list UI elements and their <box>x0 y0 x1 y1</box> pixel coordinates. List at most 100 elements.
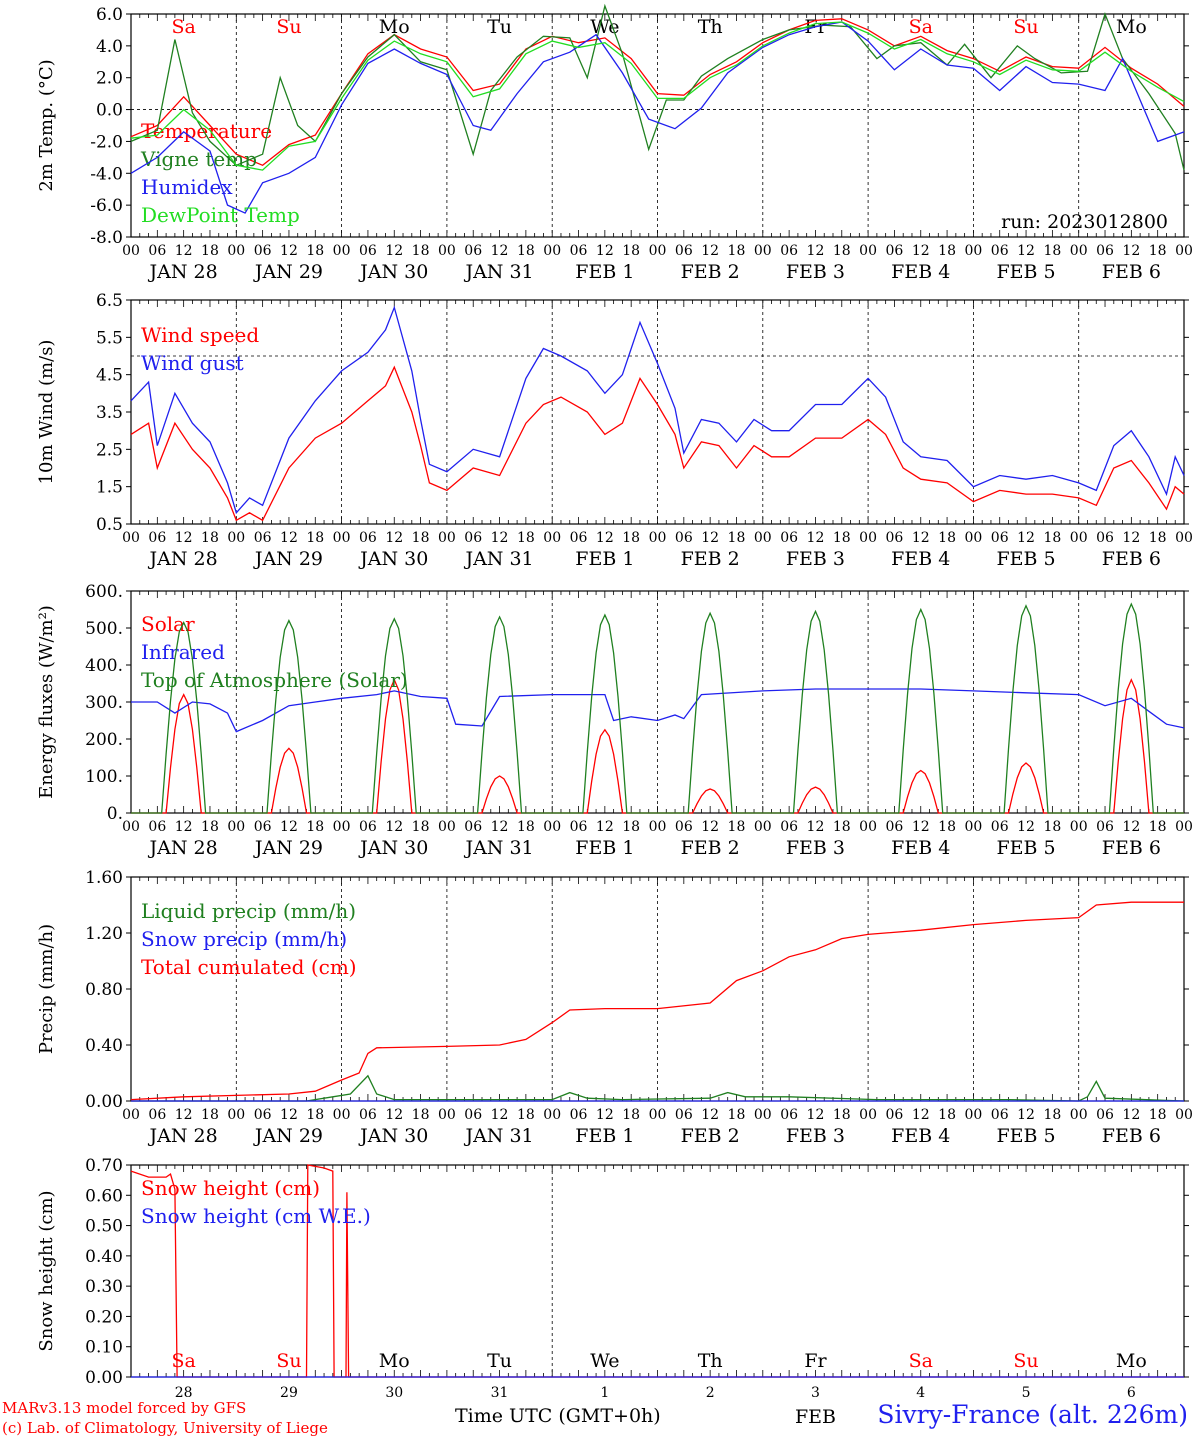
series-line <box>130 3 1185 171</box>
hour-label: 06 <box>991 1107 1009 1123</box>
legend-entry: Solar <box>141 612 195 636</box>
hour-label: 18 <box>306 530 324 546</box>
y-axis-title: 2m Temp. (°C) <box>36 59 57 191</box>
hour-label: 18 <box>1043 819 1061 835</box>
hour-label: 18 <box>1043 530 1061 546</box>
day-number: 1 <box>600 1385 609 1401</box>
hour-label: 00 <box>543 1107 561 1123</box>
hour-label: 00 <box>859 1107 877 1123</box>
date-label: JAN 31 <box>463 837 533 859</box>
hour-label: 12 <box>175 530 193 546</box>
hour-label: 00 <box>649 243 667 259</box>
y-tick-label: 6.0 <box>96 5 123 25</box>
y-tick-label: 0.40 <box>85 1247 123 1267</box>
date-label: FEB 6 <box>1102 837 1161 859</box>
hour-label: 06 <box>359 530 377 546</box>
date-label: JAN 28 <box>148 837 218 859</box>
hour-label: 18 <box>517 243 535 259</box>
hour-label: 12 <box>807 1107 825 1123</box>
weekday-label: Sa <box>171 1350 195 1372</box>
hour-label: 18 <box>728 243 746 259</box>
hour-label: 18 <box>833 243 851 259</box>
hour-label: 18 <box>201 819 219 835</box>
date-label: JAN 29 <box>253 548 323 570</box>
hour-label: 12 <box>175 243 193 259</box>
panel-4: 1.60 1.20 0.80 0.40 0.00 Precip (mm/h) 00 06 12 1… <box>36 868 1193 1147</box>
weekday-label: Th <box>698 16 723 38</box>
hour-label: 12 <box>912 819 930 835</box>
hour-label: 06 <box>148 819 166 835</box>
date-label: FEB 2 <box>681 548 740 570</box>
hour-label: 06 <box>254 1107 272 1123</box>
hour-label: 12 <box>175 1107 193 1123</box>
date-label: FEB 6 <box>1102 261 1161 283</box>
hour-label: 12 <box>1017 1107 1035 1123</box>
hour-label: 06 <box>570 1107 588 1123</box>
hour-label: 18 <box>728 1107 746 1123</box>
y-tick-label: 0.00 <box>85 1368 123 1388</box>
hour-label: 06 <box>991 819 1009 835</box>
date-label: FEB 3 <box>786 261 845 283</box>
date-label: FEB 4 <box>891 1125 950 1147</box>
date-label: FEB 2 <box>681 261 740 283</box>
hour-label: 00 <box>754 243 772 259</box>
plot-frame <box>130 299 1185 525</box>
y-tick-label: 0.60 <box>85 1186 123 1206</box>
date-label: JAN 31 <box>463 548 533 570</box>
series-line <box>131 602 1184 814</box>
hour-label: 06 <box>254 243 272 259</box>
weekday-label: Sa <box>909 16 933 38</box>
hour-label: 00 <box>1175 530 1193 546</box>
day-number: 29 <box>280 1385 298 1401</box>
hour-label: 18 <box>938 1107 956 1123</box>
day-number: 6 <box>1127 1385 1136 1401</box>
hour-label: 18 <box>517 530 535 546</box>
hour-label: 12 <box>385 243 403 259</box>
hour-label: 00 <box>543 530 561 546</box>
hour-label: 18 <box>833 1107 851 1123</box>
hour-label: 18 <box>201 1107 219 1123</box>
hour-label: 18 <box>1043 243 1061 259</box>
legend-entry: Total cumulated (cm) <box>141 955 357 979</box>
run-annotation: run: 2023012800 <box>1001 211 1168 233</box>
legend-entry: Snow precip (mm/h) <box>141 927 347 951</box>
y-axis-title: Precip (mm/h) <box>36 924 57 1054</box>
y-tick-label: 0.80 <box>85 980 123 1000</box>
hour-label: 18 <box>622 530 640 546</box>
hour-label: 00 <box>438 243 456 259</box>
hour-label: 18 <box>201 243 219 259</box>
hour-label: 06 <box>464 243 482 259</box>
series-line <box>131 1074 1185 1102</box>
hour-label: 06 <box>1096 530 1114 546</box>
series-line <box>131 688 1185 733</box>
hour-label: 18 <box>201 530 219 546</box>
series-line <box>130 365 1185 522</box>
date-label: JAN 30 <box>358 548 428 570</box>
date-label: FEB 4 <box>891 261 950 283</box>
y-tick-label: 2.5 <box>96 440 123 460</box>
hour-label: 12 <box>807 819 825 835</box>
legend-entry: Snow height (cm) <box>141 1176 320 1200</box>
hour-label: 12 <box>1017 819 1035 835</box>
hour-label: 06 <box>780 1107 798 1123</box>
hour-label: 00 <box>122 530 140 546</box>
hour-label: 06 <box>1096 243 1114 259</box>
day-number: 5 <box>1022 1385 1031 1401</box>
hour-label: 12 <box>807 243 825 259</box>
hour-label: 12 <box>1122 819 1140 835</box>
weekday-label: Sa <box>909 1350 933 1372</box>
day-number: 4 <box>916 1385 925 1401</box>
hour-label: 12 <box>912 1107 930 1123</box>
hour-label: 18 <box>622 1107 640 1123</box>
legend-entry: DewPoint Temp <box>141 203 300 227</box>
hour-label: 18 <box>833 530 851 546</box>
date-label: FEB 3 <box>786 1125 845 1147</box>
hour-label: 00 <box>859 243 877 259</box>
hour-label: 00 <box>754 1107 772 1123</box>
y-axis-title: 10m Wind (m/s) <box>36 340 57 485</box>
y-tick-label: -8.0 <box>90 228 123 248</box>
hour-label: 00 <box>438 819 456 835</box>
hour-label: 06 <box>780 819 798 835</box>
hour-label: 12 <box>491 530 509 546</box>
panel-3: 600. 500. 400. 300. 200. 100. 0. Energy fluxes … <box>36 582 1193 859</box>
